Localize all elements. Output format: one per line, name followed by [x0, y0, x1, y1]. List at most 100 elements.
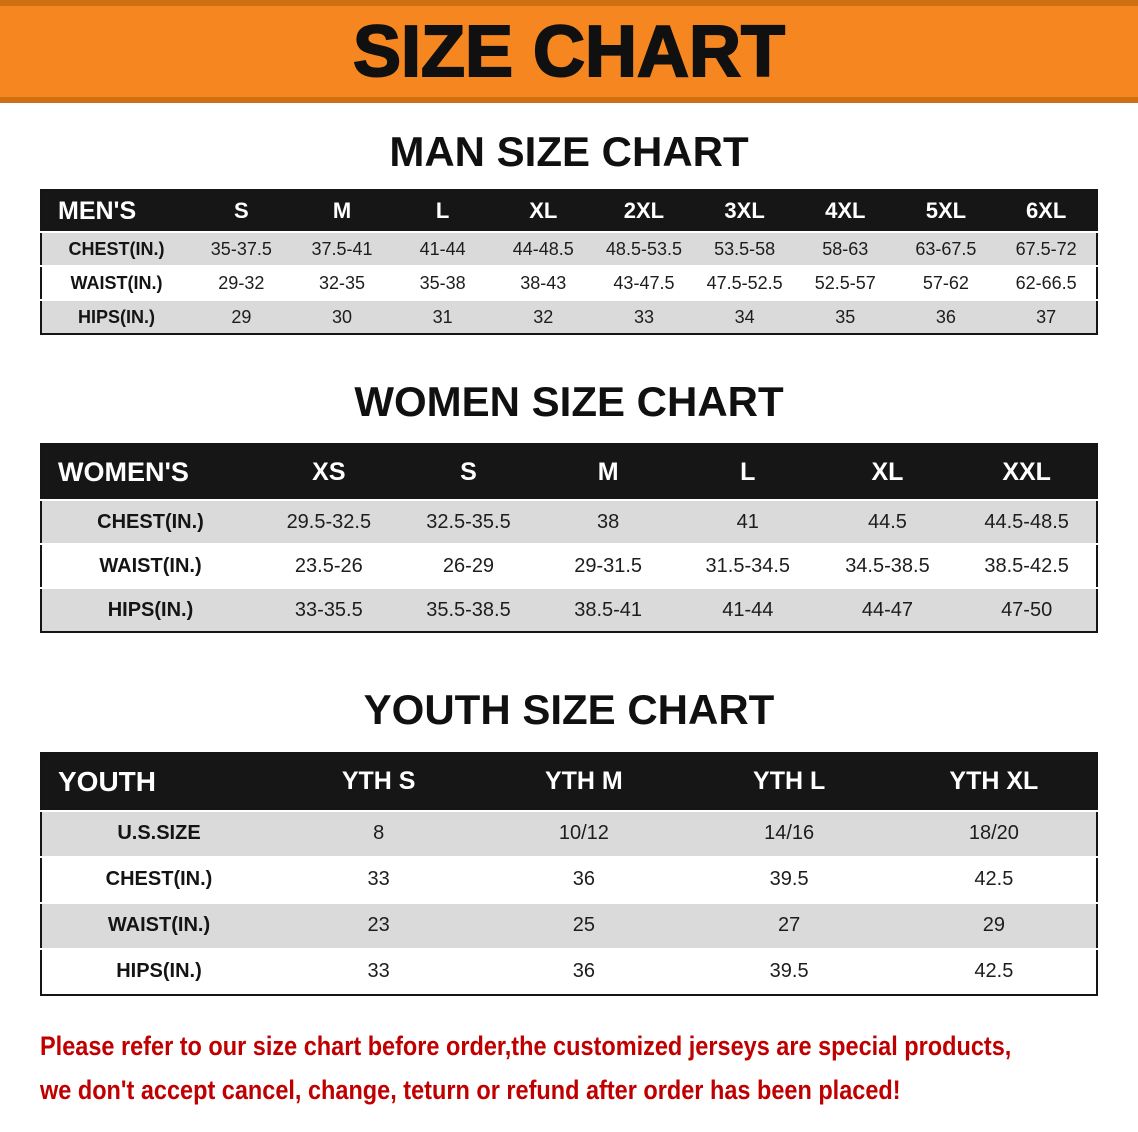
measurement-row: CHEST(IN.) 35-37.5 37.5-41 41-44 44-48.5 48.5… [41, 232, 1097, 267]
value-cell: 33-35.5 [294, 598, 363, 621]
size-header-cell: YTH XL [949, 767, 1039, 796]
disclaimer-line-1: Please refer to our size chart before or… [40, 1030, 1012, 1061]
measurement-row: HIPS(IN.) 29 30 31 32 33 34 35 36 37 [41, 300, 1097, 335]
value-cell: 44-48.5 [512, 238, 574, 259]
value-cell: 38-43 [520, 272, 567, 293]
size-header-cell: L [740, 457, 756, 486]
value-cell: 34.5-38.5 [845, 554, 930, 577]
women-section: WOMEN SIZE CHART WOMEN'S XS S M L XL XXL CHEST(… [0, 335, 1138, 634]
value-cell: 32.5-35.5 [426, 510, 511, 533]
value-cell: 63-67.5 [915, 238, 977, 259]
value-cell: 27 [778, 914, 801, 937]
value-cell: 39.5 [769, 868, 809, 891]
banner: SIZE CHART [0, 0, 1138, 103]
value-cell: 23.5-26 [294, 554, 363, 577]
youth-section: YOUTH SIZE CHART YOUTH YTH S YTH M YTH L YTH… [0, 633, 1138, 996]
measurement-row: CHEST(IN.) 33 36 39.5 42.5 [41, 856, 1097, 903]
value-cell: 53.5-58 [714, 238, 776, 259]
value-cell: 31.5-34.5 [705, 554, 791, 577]
value-cell: 67.5-72 [1015, 238, 1077, 259]
value-cell: 39.5 [769, 960, 809, 983]
value-cell: 33 [367, 960, 390, 983]
value-cell: 33 [633, 306, 654, 327]
value-cell: 37 [1036, 306, 1057, 327]
row-label-cell: HIPS(IN.) [107, 598, 194, 621]
value-cell: 31 [432, 306, 453, 327]
value-cell: 35-38 [419, 272, 466, 293]
measurement-row: WAIST(IN.) 29-32 32-35 35-38 38-43 43-47.5 47.… [41, 266, 1097, 301]
size-header-cell: 5XL [925, 198, 967, 224]
value-cell: 10/12 [558, 822, 609, 845]
size-header-cell: YTH M [544, 767, 623, 796]
youth-size-table: YOUTH YTH S YTH M YTH L YTH XL U.S.SIZE 8 10/12… [40, 751, 1098, 996]
value-cell: 36 [935, 306, 956, 327]
size-header-cell: XS [312, 457, 346, 486]
value-cell: 42.5 [974, 868, 1014, 891]
measurement-row: HIPS(IN.) 33 36 39.5 42.5 [41, 948, 1097, 995]
header-row: WOMEN'S XS S M L XL XXL [41, 444, 1097, 501]
row-label-cell: HIPS(IN.) [77, 306, 155, 327]
measurement-row: HIPS(IN.) 33-35.5 35.5-38.5 38.5-41 41-44 44-… [41, 588, 1097, 633]
measurement-row: WAIST(IN.) 23.5-26 26-29 29-31.5 31.5-34.5 34… [41, 544, 1097, 589]
value-cell: 52.5-57 [814, 272, 876, 293]
value-cell: 41-44 [722, 598, 774, 621]
value-cell: 58-63 [822, 238, 869, 259]
value-cell: 36 [572, 868, 595, 891]
value-cell: 26-29 [442, 554, 495, 577]
value-cell: 38 [597, 510, 620, 533]
measurement-row: CHEST(IN.) 29.5-32.5 32.5-35.5 38 41 44.5 44.5… [41, 500, 1097, 545]
value-cell: 44-47 [861, 598, 914, 621]
men-section: MAN SIZE CHART MEN'S S M L XL 2XL 3XL 4XL 5XL 6XL… [0, 103, 1138, 336]
table-title-cell: WOMEN'S [58, 456, 189, 487]
size-header-cell: S [233, 198, 249, 224]
value-cell: 37.5-41 [311, 238, 373, 259]
value-cell: 29-32 [218, 272, 265, 293]
size-header-cell: XL [871, 457, 904, 486]
value-cell: 47-50 [1001, 598, 1053, 621]
size-header-cell: 6XL [1025, 198, 1067, 224]
measurement-row: WAIST(IN.) 23 25 27 29 [41, 902, 1097, 949]
value-cell: 29 [231, 306, 252, 327]
disclaimer: Please refer to our size chart before or… [40, 1024, 1138, 1112]
size-header-cell: M [597, 457, 619, 486]
size-header-cell: S [460, 457, 477, 486]
value-cell: 29.5-32.5 [286, 510, 372, 533]
value-cell: 33 [367, 868, 390, 891]
value-cell: 29-31.5 [574, 554, 643, 577]
value-cell: 36 [572, 960, 595, 983]
size-header-cell: 2XL [623, 198, 665, 224]
table-title-cell: MEN'S [58, 196, 137, 225]
value-cell: 32 [533, 306, 554, 327]
value-cell: 48.5-53.5 [605, 238, 682, 259]
row-label-cell: WAIST(IN.) [70, 272, 163, 293]
value-cell: 18/20 [968, 822, 1019, 845]
value-cell: 35 [835, 306, 856, 327]
page-title: SIZE CHART [352, 11, 786, 92]
size-header-cell: XXL [1002, 457, 1051, 486]
size-header-cell: YTH S [341, 767, 416, 796]
value-cell: 30 [331, 306, 352, 327]
size-header-cell: YTH L [753, 767, 826, 796]
value-cell: 42.5 [974, 960, 1014, 983]
value-cell: 14/16 [764, 822, 815, 845]
value-cell: 35-37.5 [210, 238, 272, 259]
value-cell: 44.5 [867, 510, 907, 533]
women-size-table: WOMEN'S XS S M L XL XXL CHEST(IN.) 29.5-32.5 32.5… [40, 443, 1098, 634]
value-cell: 57-62 [922, 272, 969, 293]
value-cell: 34 [734, 306, 755, 327]
value-cell: 38.5-41 [574, 598, 643, 621]
youth-section-heading: YOUTH SIZE CHART [363, 686, 775, 734]
header-row: YOUTH YTH S YTH M YTH L YTH XL [41, 752, 1097, 811]
row-label-cell: WAIST(IN.) [99, 554, 202, 577]
women-section-heading: WOMEN SIZE CHART [354, 378, 784, 426]
size-header-cell: M [332, 198, 352, 224]
men-section-heading: MAN SIZE CHART [389, 128, 749, 175]
header-row: MEN'S S M L XL 2XL 3XL 4XL 5XL 6XL [41, 190, 1097, 233]
table-title-cell: YOUTH [58, 765, 156, 797]
row-label-cell: CHEST(IN.) [97, 510, 204, 533]
measurement-row: U.S.SIZE 8 10/12 14/16 18/20 [41, 810, 1097, 857]
value-cell: 41-44 [419, 238, 466, 259]
value-cell: 41 [736, 510, 759, 533]
value-cell: 23 [367, 914, 390, 937]
